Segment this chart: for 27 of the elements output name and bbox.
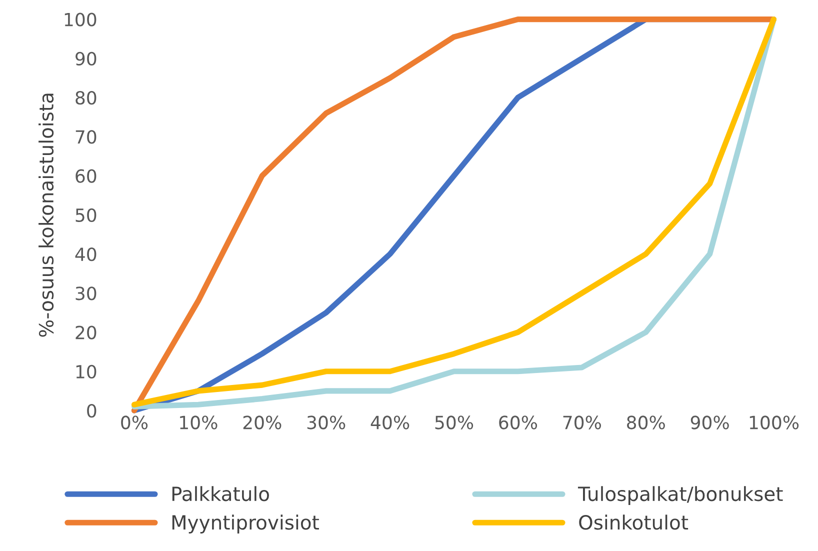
- y-tick-label: 0: [87, 404, 96, 418]
- y-tick-label: 90: [76, 52, 96, 66]
- x-tick-label: 100%: [750, 416, 799, 430]
- x-tick-label: 10%: [180, 416, 218, 430]
- y-tick-label: 30: [76, 286, 96, 300]
- y-tick-label: 100: [64, 12, 96, 26]
- y-tick-label: 70: [76, 130, 96, 144]
- x-tick-label: 0%: [121, 416, 148, 430]
- y-tick-label: 20: [76, 326, 96, 340]
- legend-label: Osinkotulot: [579, 514, 688, 530]
- x-tick-label: 50%: [435, 416, 474, 430]
- y-tick-label: 80: [76, 90, 96, 105]
- legend-label: Tulospalkat/bonukset: [578, 486, 783, 505]
- y-tick-label: 60: [76, 169, 96, 183]
- x-tick-label: 60%: [499, 416, 538, 430]
- y-axis-title: %-osuus kokonaistuloista: [38, 94, 54, 337]
- x-tick-label: 30%: [307, 416, 346, 430]
- y-tick-label: 50: [76, 208, 96, 222]
- legend-label: Palkkatulo: [172, 486, 269, 502]
- x-tick-label: 40%: [370, 416, 410, 430]
- y-tick-label: 10: [76, 364, 96, 378]
- x-tick-label: 70%: [563, 416, 601, 430]
- y-tick-label: 40: [75, 247, 96, 262]
- legend-label: Myyntiprovisiot: [172, 514, 319, 534]
- x-tick-label: 20%: [243, 416, 282, 430]
- x-tick-label: 80%: [627, 416, 665, 430]
- x-tick-label: 90%: [690, 416, 729, 430]
